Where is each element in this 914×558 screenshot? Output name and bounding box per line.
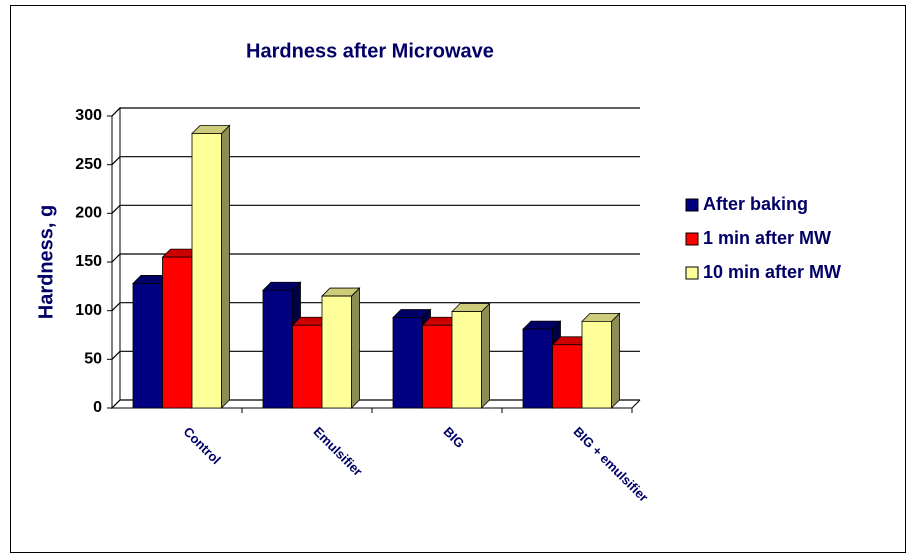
legend-label: After baking <box>703 194 808 214</box>
y-tick-label: 50 <box>84 351 102 368</box>
grid-line <box>111 156 640 166</box>
bar-face <box>321 295 352 409</box>
y-tick-label: 100 <box>75 302 102 319</box>
legend-label: 10 min after MW <box>703 262 841 282</box>
bar-face <box>611 312 620 409</box>
y-axis-label: Hardness, g <box>35 205 57 319</box>
bar-face <box>581 320 612 409</box>
floor-edge <box>631 399 641 409</box>
bar-face <box>552 344 583 409</box>
chart-title: Hardness after Microwave <box>246 40 494 62</box>
bar-face <box>392 317 423 409</box>
grid-line <box>111 302 640 312</box>
bar-face <box>351 287 360 409</box>
bar-face <box>522 328 553 409</box>
bar-face <box>221 124 230 409</box>
bar <box>321 287 361 409</box>
bar-face <box>292 324 323 409</box>
bar <box>581 312 621 409</box>
legend-swatch <box>685 266 699 280</box>
bar-face <box>162 256 193 409</box>
legend-label: 1 min after MW <box>703 228 831 248</box>
y-tick-label: 300 <box>75 107 102 124</box>
bar-face <box>262 289 293 409</box>
bar-face <box>422 324 453 409</box>
bar-face <box>191 133 222 409</box>
bar-face <box>451 311 482 409</box>
bar-face <box>132 283 163 409</box>
legend-swatch <box>685 232 699 246</box>
bar <box>191 124 231 409</box>
y-tick-label: 150 <box>75 253 102 270</box>
legend-swatch <box>685 198 699 212</box>
grid-line <box>111 253 640 263</box>
grid-line <box>111 204 640 214</box>
y-tick-label: 200 <box>75 205 102 222</box>
y-tick-label: 250 <box>75 156 102 173</box>
bar-face <box>481 302 490 409</box>
y-tick-label: 0 <box>93 399 102 416</box>
bar <box>451 302 491 409</box>
grid-line <box>111 107 640 117</box>
